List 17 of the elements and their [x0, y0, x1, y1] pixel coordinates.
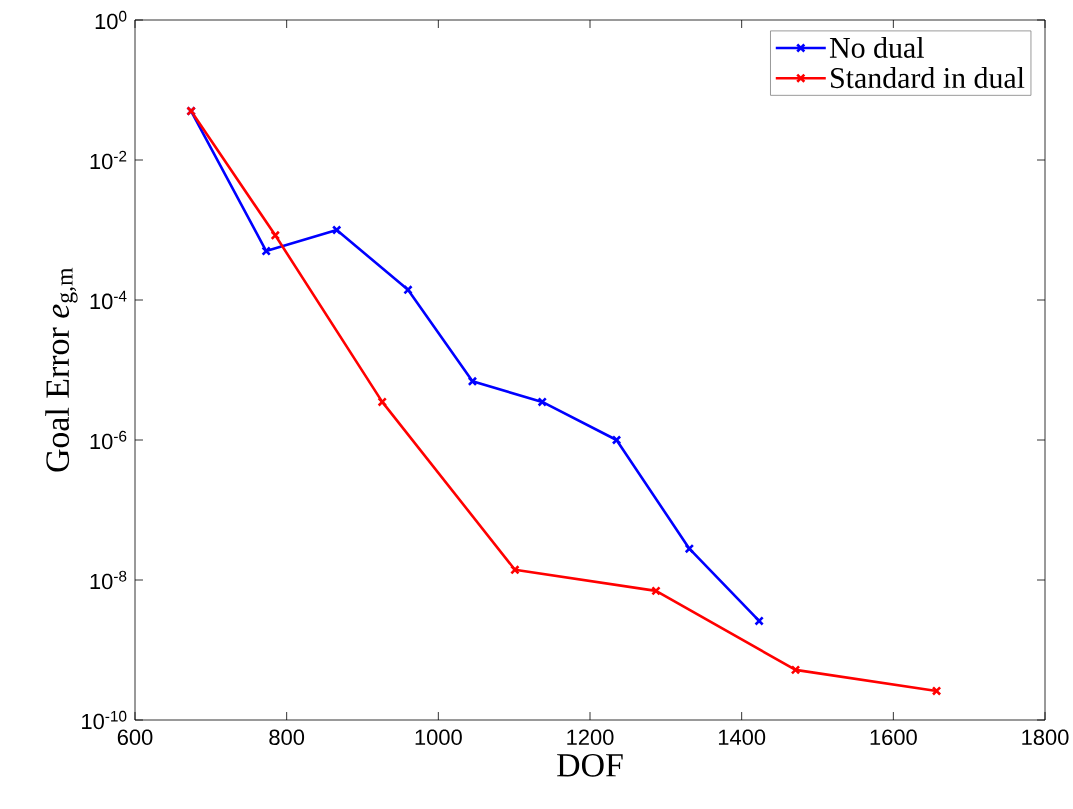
legend-label: Standard in dual	[831, 67, 1025, 89]
x-tick-label: 1800	[1022, 729, 1069, 746]
x-tick-label: 800	[269, 729, 305, 746]
x-tick-label: 1000	[415, 729, 462, 746]
y-tick-label: 10$^{-4}$	[90, 290, 127, 310]
y-tick-label: 10$^{-2}$	[90, 150, 127, 170]
x-tick-label: 1400	[718, 729, 766, 746]
y-tick-label: 10$^{-6}$	[90, 430, 127, 450]
y-axis-title: Goal Error e$_{g,m}$	[45, 267, 78, 472]
y-tick-label: 10$^{-10}$	[82, 710, 127, 730]
x-tick-label: 600	[117, 729, 153, 746]
x-tick-label: 1600	[870, 729, 917, 746]
x-axis-title: DOF	[557, 753, 623, 777]
y-tick-label: 10$^{0}$	[95, 10, 127, 30]
y-tick-label: 10$^{-8}$	[90, 570, 127, 590]
x-tick-label: 1200	[567, 729, 614, 746]
legend-label: No dual	[829, 36, 924, 58]
